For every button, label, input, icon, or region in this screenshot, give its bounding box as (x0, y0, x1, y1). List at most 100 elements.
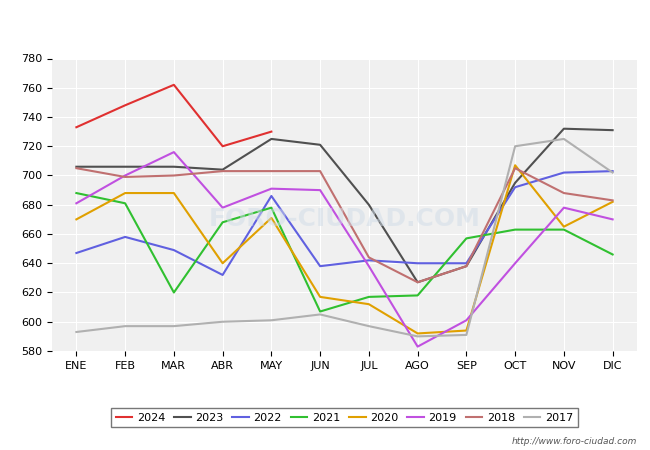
2017 (413, 333, 421, 339)
2022 (511, 184, 519, 190)
2022 (121, 234, 129, 239)
2023 (463, 263, 471, 269)
2022 (463, 261, 471, 266)
2022 (413, 261, 421, 266)
2017 (121, 324, 129, 329)
2019 (365, 263, 373, 269)
2017 (72, 329, 81, 335)
2023 (560, 126, 568, 131)
2018 (463, 263, 471, 269)
2018 (316, 168, 324, 174)
2017 (268, 318, 276, 323)
2020 (218, 261, 227, 266)
2020 (413, 331, 421, 336)
2021 (413, 292, 421, 298)
2018 (268, 168, 276, 174)
2020 (268, 215, 276, 220)
Text: FORO-CIUDAD.COM: FORO-CIUDAD.COM (209, 207, 480, 231)
2019 (268, 186, 276, 191)
2024 (218, 144, 227, 149)
2022 (170, 248, 178, 253)
2023 (170, 164, 178, 169)
2022 (365, 257, 373, 263)
2017 (218, 319, 227, 324)
2024 (121, 103, 129, 108)
2017 (365, 324, 373, 329)
2020 (170, 190, 178, 196)
2021 (170, 290, 178, 295)
2023 (365, 202, 373, 207)
2018 (560, 190, 568, 196)
2023 (413, 279, 421, 285)
2018 (413, 279, 421, 285)
2020 (463, 328, 471, 333)
2019 (608, 216, 616, 222)
2021 (365, 294, 373, 300)
2024 (72, 125, 81, 130)
2023 (268, 136, 276, 142)
2024 (170, 82, 178, 87)
2019 (463, 318, 471, 323)
2018 (72, 166, 81, 171)
2023 (121, 164, 129, 169)
Line: 2021: 2021 (77, 193, 612, 311)
2019 (72, 201, 81, 206)
Legend: 2024, 2023, 2022, 2021, 2020, 2019, 2018, 2017: 2024, 2023, 2022, 2021, 2020, 2019, 2018… (111, 409, 578, 428)
2019 (170, 149, 178, 155)
Line: 2022: 2022 (77, 171, 612, 275)
Line: 2024: 2024 (77, 85, 272, 146)
Line: 2023: 2023 (77, 129, 612, 282)
2017 (560, 136, 568, 142)
Text: Afiliados en Montaverner a 31/5/2024: Afiliados en Montaverner a 31/5/2024 (141, 20, 509, 39)
2019 (218, 205, 227, 210)
2023 (608, 127, 616, 133)
Line: 2019: 2019 (77, 152, 612, 346)
2018 (365, 255, 373, 260)
2021 (121, 201, 129, 206)
2020 (316, 294, 324, 300)
2020 (72, 216, 81, 222)
Text: http://www.foro-ciudad.com: http://www.foro-ciudad.com (512, 436, 637, 446)
2017 (170, 324, 178, 329)
Line: 2018: 2018 (77, 168, 612, 282)
2024 (268, 129, 276, 134)
2018 (218, 168, 227, 174)
2020 (365, 302, 373, 307)
Line: 2017: 2017 (77, 139, 612, 336)
2022 (608, 168, 616, 174)
2018 (121, 174, 129, 180)
2017 (316, 312, 324, 317)
2021 (268, 205, 276, 210)
2018 (511, 166, 519, 171)
2018 (170, 173, 178, 178)
2019 (413, 344, 421, 349)
2020 (608, 199, 616, 204)
2021 (218, 220, 227, 225)
2023 (72, 164, 81, 169)
2018 (608, 198, 616, 203)
2021 (463, 236, 471, 241)
2023 (218, 167, 227, 172)
2022 (268, 193, 276, 198)
2022 (560, 170, 568, 175)
Line: 2020: 2020 (77, 165, 612, 333)
2020 (121, 190, 129, 196)
2017 (608, 170, 616, 175)
2017 (511, 144, 519, 149)
2019 (316, 187, 324, 193)
2022 (316, 263, 324, 269)
2020 (560, 224, 568, 230)
2021 (72, 190, 81, 196)
2017 (463, 332, 471, 338)
2019 (511, 261, 519, 266)
2022 (218, 272, 227, 278)
2021 (316, 309, 324, 314)
2021 (608, 252, 616, 257)
2020 (511, 162, 519, 168)
2021 (560, 227, 568, 232)
2021 (511, 227, 519, 232)
2022 (72, 250, 81, 256)
2019 (121, 173, 129, 178)
2023 (316, 142, 324, 148)
2023 (511, 180, 519, 185)
